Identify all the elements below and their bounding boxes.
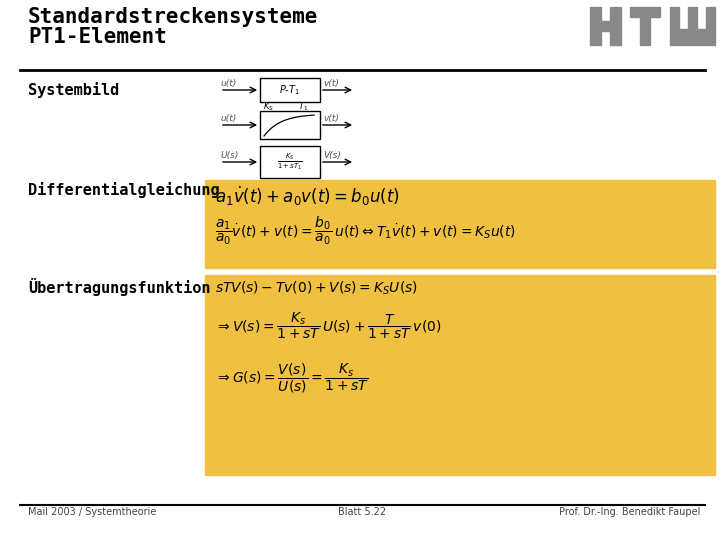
Bar [630,7,660,17]
Text: PT1-Element: PT1-Element [28,27,167,47]
Bar [260,78,320,102]
Bar [670,7,679,45]
Text: $\frac{K_S}{1+sT_1}$: $\frac{K_S}{1+sT_1}$ [277,152,303,172]
Text: $a_1\dot{v}(t) + a_0 v(t) = b_0 u(t)$: $a_1\dot{v}(t) + a_0 v(t) = b_0 u(t)$ [215,185,400,208]
Bar [205,275,715,475]
Text: P-T$_1$: P-T$_1$ [279,83,300,97]
Text: Übertragungsfunktion: Übertragungsfunktion [28,278,210,296]
Text: u(t): u(t) [220,79,236,88]
Text: Differentialgleichung: Differentialgleichung [28,182,220,198]
Text: v(t): v(t) [323,114,339,123]
Text: Mail 2003 / Systemtheorie: Mail 2003 / Systemtheorie [28,507,156,517]
Text: $T_1$: $T_1$ [298,100,308,113]
Bar [640,17,650,45]
Text: Standardstreckensysteme: Standardstreckensysteme [28,7,318,27]
Text: Systembild: Systembild [28,82,120,98]
Text: $K_S$: $K_S$ [263,100,274,113]
Text: $\dfrac{a_1}{a_0}\dot{v}(t) + v(t) = \dfrac{b_0}{a_0}\,u(t)\Leftrightarrow T_1\d: $\dfrac{a_1}{a_0}\dot{v}(t) + v(t) = \df… [215,215,516,247]
Bar [205,180,715,268]
Bar [697,29,706,45]
Bar [590,7,601,45]
Text: $\Rightarrow V(s) = \dfrac{K_s}{1+sT}\,U(s) + \dfrac{T}{1+sT}\,v(0)$: $\Rightarrow V(s) = \dfrac{K_s}{1+sT}\,U… [215,310,441,341]
Bar [679,29,688,45]
Bar [260,146,320,178]
Text: U(s): U(s) [220,151,238,160]
Text: v(t): v(t) [323,79,339,88]
Bar [260,111,320,139]
Text: u(t): u(t) [220,114,236,123]
Text: Blatt 5.22: Blatt 5.22 [338,507,386,517]
Bar [688,7,697,45]
Text: Prof. Dr.-Ing. Benedikt Faupel: Prof. Dr.-Ing. Benedikt Faupel [559,507,700,517]
Bar [601,21,610,31]
Text: V(s): V(s) [323,151,341,160]
Bar [610,7,621,45]
Text: $sTV(s) - Tv(0) + V(s) = K_S U(s)$: $sTV(s) - Tv(0) + V(s) = K_S U(s)$ [215,280,418,298]
Text: $\Rightarrow G(s) = \dfrac{V(s)}{U(s)} = \dfrac{K_s}{1+sT}$: $\Rightarrow G(s) = \dfrac{V(s)}{U(s)} =… [215,362,369,395]
Bar [706,7,715,45]
